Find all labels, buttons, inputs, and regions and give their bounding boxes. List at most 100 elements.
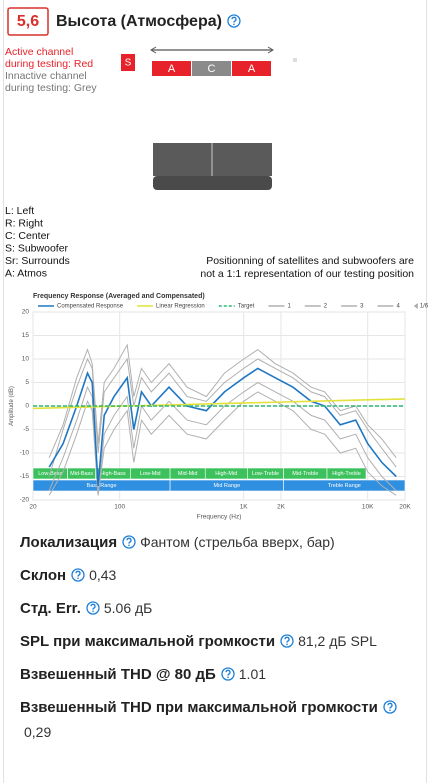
couch-seat: [153, 176, 272, 190]
metric-value: 81,2 дБ SPL: [298, 633, 377, 649]
legend-entry: C: Center: [5, 230, 50, 242]
help-glyph: [90, 603, 96, 610]
x-tick-label: 1K: [240, 504, 249, 511]
note: Positionning of satellites and subwoofer…: [206, 255, 414, 267]
help-icon[interactable]: [383, 700, 397, 714]
series-line: [48, 343, 397, 459]
speaker-box: [232, 61, 271, 76]
card: [3, 0, 427, 783]
help-glyph: [75, 570, 81, 577]
speaker-box: [192, 61, 231, 76]
metric-label: SPL при максимальной громкости: [20, 633, 276, 650]
help-circle: [227, 14, 241, 28]
legend-entry: Sr: Surrounds: [5, 255, 70, 267]
metric-label: Склон: [20, 567, 67, 584]
metric-row: Взвешенный THD @ 80 дБ 1.01: [20, 662, 405, 687]
x-tick-label: 10K: [362, 504, 374, 511]
range-label: Low-Mid: [140, 471, 161, 477]
help-icon[interactable]: [227, 14, 241, 28]
help-glyph: [387, 702, 393, 709]
legend-label: Target: [238, 304, 255, 310]
legend-label: Compensated Response: [57, 304, 124, 310]
help-icon-box[interactable]: [383, 700, 397, 714]
legend-entry: S: Subwoofer: [5, 242, 69, 254]
legend-entry: R: Right: [5, 217, 43, 229]
help-icon-box[interactable]: [122, 535, 136, 549]
help-icon-box[interactable]: [280, 634, 294, 648]
metric-label: Стд. Err.: [20, 600, 81, 617]
active-note: during testing: Red: [5, 58, 93, 70]
x-tick-label: 100: [114, 504, 125, 511]
chart-title: Frequency Response (Averaged and Compens…: [33, 293, 205, 300]
metric-label: Локализация: [20, 534, 118, 551]
metric-row: Взвешенный THD при максимальной громкост…: [20, 695, 405, 744]
help-icon-box[interactable]: [86, 601, 100, 615]
help-icon[interactable]: [221, 667, 235, 681]
help-glyph: [284, 636, 290, 643]
range-label: High-Mid: [215, 471, 237, 477]
series-line: [48, 391, 397, 496]
speaker-box: [152, 61, 191, 76]
active-note: Active channel: [5, 46, 73, 58]
metric-row: SPL при максимальной громкости 81,2 дБ SP…: [20, 629, 405, 654]
metric-row: Стд. Err. 5.06 дБ: [20, 596, 405, 621]
x-tick-label: 20K: [399, 504, 411, 511]
score-box: [7, 7, 49, 36]
help-circle: [383, 700, 397, 714]
speaker-label: A: [168, 63, 176, 75]
y-tick-label: -5: [23, 426, 29, 433]
help-icon-box[interactable]: [71, 568, 85, 582]
legend-entry: L: Left: [5, 205, 34, 217]
speaker-label: A: [248, 63, 256, 75]
y-tick-label: 10: [22, 356, 30, 363]
range-label: Treble Range: [328, 483, 361, 489]
help-glyph: [126, 537, 132, 544]
inactive-note: Innactive channel: [5, 70, 87, 82]
range-label: Bass Range: [87, 483, 117, 489]
metric-value: 1.01: [238, 666, 267, 682]
x-tick-label: 2K: [277, 504, 286, 511]
metric-label: Взвешенный THD @ 80 дБ: [20, 666, 216, 683]
x-axis-label: Frequency (Hz): [197, 514, 242, 521]
y-tick-label: -20: [20, 497, 30, 504]
legend-label: Linear Regression: [156, 304, 205, 310]
range-label: High-Bass: [100, 471, 126, 477]
range-band: [283, 479, 406, 492]
range-label: Mid-Bass: [70, 471, 93, 477]
legend-label: 3: [360, 304, 364, 310]
help-icon-box[interactable]: [221, 667, 235, 681]
score: 5,6: [17, 13, 39, 30]
y-tick-label: 15: [22, 332, 30, 339]
y-tick-label: 5: [25, 379, 29, 386]
help-icon[interactable]: [122, 535, 136, 549]
help-icon[interactable]: [86, 601, 100, 615]
legend-page: 1/6: [420, 304, 429, 310]
metric-value: Фантом (стрельба вверх, бар): [140, 534, 335, 550]
help-icon[interactable]: [71, 568, 85, 582]
y-tick-label: 0: [25, 403, 29, 410]
speaker-label: C: [208, 63, 216, 75]
review-section: 5,6 Высота (Атмосфера) Active channeldur…: [5, 7, 429, 521]
legend-prev[interactable]: [413, 303, 418, 309]
y-axis-label: Amplitude (dB): [9, 386, 15, 426]
help-glyph: [231, 16, 237, 23]
metric-label: Взвешенный THD при максимальной громкост…: [20, 699, 378, 716]
legend-label: 1: [287, 304, 291, 310]
help-icon[interactable]: [280, 634, 294, 648]
range-label: Mid Range: [214, 483, 241, 489]
legend-entry: A: Atmos: [5, 267, 47, 279]
metric-row: Склон 0,43: [20, 563, 405, 588]
help-dot: [77, 577, 79, 580]
help-circle: [280, 634, 294, 648]
dot: [293, 58, 297, 62]
help-dot: [92, 610, 94, 613]
section-title: Высота (Атмосфера): [56, 13, 222, 30]
metric-value: 0,29: [24, 724, 52, 740]
note: not a 1:1 representation of our testing …: [200, 268, 414, 280]
range-label: Mid-Treble: [292, 471, 318, 477]
metric-row: Локализация Фантом (стрельба вверх, бар): [20, 530, 405, 555]
sub-label: S: [125, 58, 132, 69]
x-tick-label: 20: [29, 504, 37, 511]
range-label: Low-Treble: [252, 471, 279, 477]
